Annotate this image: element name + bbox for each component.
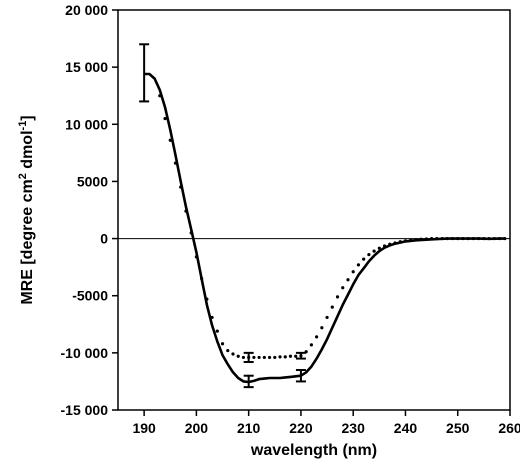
series-dotted-point (393, 241, 397, 245)
series-dotted-point (184, 209, 188, 213)
x-tick-label: 240 (394, 420, 418, 436)
series-dotted-point (320, 326, 324, 330)
x-tick-label: 250 (446, 420, 470, 436)
series-dotted-point (325, 315, 329, 320)
series-dotted-point (456, 236, 460, 241)
x-tick-label: 230 (342, 420, 366, 436)
series-dotted-point (215, 329, 219, 333)
x-tick-label: 190 (132, 420, 156, 436)
series-dotted-point (163, 116, 167, 121)
series-dotted-point (430, 236, 434, 241)
series-dotted-point (492, 236, 496, 241)
error-bar (243, 351, 254, 363)
series-dotted-point (435, 236, 439, 241)
series-dotted-point (461, 236, 465, 241)
series-dotted-point (210, 315, 214, 320)
y-axis-label-end: ] (19, 115, 36, 120)
y-axis-label-sup2: -1 (17, 121, 29, 131)
error-bar (295, 351, 306, 360)
x-tick-label: 200 (185, 420, 209, 436)
y-tick-label: 10 000 (65, 116, 108, 132)
series-dotted-point (173, 161, 178, 165)
series-dotted-point (346, 278, 350, 282)
series-dotted-point (330, 305, 334, 309)
series-dotted-point (236, 354, 240, 358)
series-dotted-point (398, 240, 402, 244)
series-dotted-point (294, 354, 298, 358)
series-dotted-point (189, 231, 193, 235)
x-tick-label: 210 (237, 420, 261, 436)
series-dotted-point (194, 255, 198, 259)
series-dotted-point (497, 236, 502, 241)
series-dotted-point (414, 238, 418, 242)
series-dotted-point (179, 185, 183, 189)
series-dotted-point (382, 244, 387, 248)
series-dotted-point (477, 236, 481, 241)
series-dotted-point (356, 263, 361, 267)
series-dotted-point (503, 236, 507, 241)
series-dotted-point (440, 236, 444, 241)
y-tick-label: -5000 (72, 288, 108, 304)
error-bar (139, 43, 150, 103)
series-dotted-point (168, 138, 172, 142)
series-dotted-point (471, 236, 476, 241)
series-dotted-point (409, 238, 413, 242)
x-axis-ticks: 190 200 210 220 230 240 250 260 (132, 410, 520, 436)
series-dotted-point (424, 237, 428, 241)
series-dotted-point (231, 352, 235, 356)
series-dotted-point (158, 94, 162, 98)
series-dotted-point (466, 236, 470, 241)
y-tick-label: 20 000 (65, 2, 108, 18)
series-dotted-point (377, 246, 381, 250)
series-dotted-point (341, 286, 345, 290)
series-dotted-point (388, 242, 392, 246)
series-dotted-point (315, 335, 319, 339)
series-dotted-point (288, 354, 293, 358)
x-tick-label: 260 (498, 420, 520, 436)
x-axis-label: wavelength (nm) (250, 442, 377, 459)
series-dotted-point (267, 355, 272, 360)
y-axis-label-main: MRE [degree cm (19, 179, 36, 304)
series-dotted-point (482, 236, 486, 241)
y-axis-label-sup1: 2 (17, 173, 29, 179)
series-dotted-point (362, 257, 366, 261)
series-dotted-point (273, 355, 277, 360)
series-dotted-point (226, 348, 230, 353)
y-axis-label-mid: dmol (19, 130, 36, 173)
y-tick-label: 5000 (77, 173, 108, 189)
y-axis-ticks: 20 000 15 000 10 000 5000 0 -5000 -10 000 -15 0… (61, 2, 118, 418)
series-dotted-point (283, 355, 287, 359)
series-dotted-point (200, 276, 204, 281)
series-dotted-point (262, 355, 266, 360)
y-tick-label: -10 000 (61, 345, 109, 361)
series-dotted-point (252, 355, 256, 360)
error-bar (243, 374, 254, 389)
series-layer (144, 72, 507, 384)
y-axis-label: MRE [degree cm2 dmol-1] (17, 115, 36, 304)
y-tick-label: 0 (100, 231, 108, 247)
series-dotted-point (445, 236, 449, 241)
error-bar (295, 369, 306, 383)
series-dotted-point (487, 236, 491, 241)
series-dotted-point (450, 236, 455, 241)
series-dotted-point (335, 295, 340, 299)
series-dotted-point (351, 270, 355, 274)
series-dotted-point (309, 343, 313, 347)
y-tick-label: -15 000 (61, 402, 109, 418)
series-dotted-point (278, 355, 282, 359)
plot-frame (117, 9, 511, 411)
series-dotted-point (367, 252, 371, 257)
series-dotted-point (257, 355, 261, 360)
error-bars (139, 43, 306, 389)
series-dotted-point (419, 237, 423, 241)
y-tick-label: 15 000 (65, 59, 108, 75)
series-dotted-point (403, 239, 408, 243)
x-tick-label: 220 (289, 420, 313, 436)
series-dotted-point (241, 355, 246, 360)
series-dotted-point (220, 342, 225, 346)
series-solid-line (144, 72, 505, 384)
series-dotted-point (372, 249, 376, 253)
series-dotted-point (205, 297, 209, 301)
